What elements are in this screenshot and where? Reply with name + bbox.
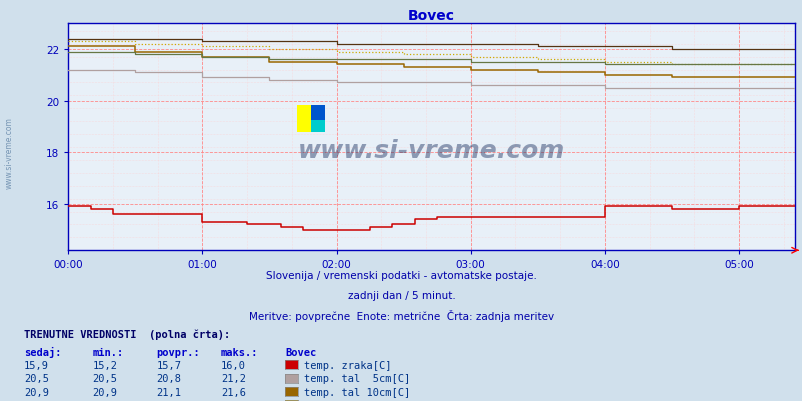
Text: www.si-vreme.com: www.si-vreme.com xyxy=(298,139,565,163)
Text: 20,8: 20,8 xyxy=(156,373,181,383)
Text: zadnji dan / 5 minut.: zadnji dan / 5 minut. xyxy=(347,291,455,301)
Text: 15,7: 15,7 xyxy=(156,360,181,370)
Text: Bovec: Bovec xyxy=(285,347,316,357)
Text: -nan: -nan xyxy=(92,400,117,401)
Text: 20,9: 20,9 xyxy=(92,387,117,397)
Text: 15,2: 15,2 xyxy=(92,360,117,370)
Text: temp. tal 10cm[C]: temp. tal 10cm[C] xyxy=(304,387,410,397)
Text: sedaj:: sedaj: xyxy=(24,346,62,357)
Text: povpr.:: povpr.: xyxy=(156,347,200,357)
Text: -nan: -nan xyxy=(24,400,49,401)
Text: temp. tal  5cm[C]: temp. tal 5cm[C] xyxy=(304,373,410,383)
Text: -nan: -nan xyxy=(221,400,245,401)
Text: Slovenija / vremenski podatki - avtomatske postaje.: Slovenija / vremenski podatki - avtomats… xyxy=(265,271,537,281)
Title: Bovec: Bovec xyxy=(407,9,455,23)
Text: 15,9: 15,9 xyxy=(24,360,49,370)
Text: 21,1: 21,1 xyxy=(156,387,181,397)
Text: Meritve: povprečne  Enote: metrične  Črta: zadnja meritev: Meritve: povprečne Enote: metrične Črta:… xyxy=(249,309,553,321)
Text: TRENUTNE VREDNOSTI  (polna črta):: TRENUTNE VREDNOSTI (polna črta): xyxy=(24,329,230,340)
Text: temp. zraka[C]: temp. zraka[C] xyxy=(304,360,391,370)
Text: 21,6: 21,6 xyxy=(221,387,245,397)
Text: 21,2: 21,2 xyxy=(221,373,245,383)
Text: www.si-vreme.com: www.si-vreme.com xyxy=(5,117,14,188)
Text: 20,5: 20,5 xyxy=(92,373,117,383)
Text: temp. tal 20cm[C]: temp. tal 20cm[C] xyxy=(304,400,410,401)
Text: min.:: min.: xyxy=(92,347,124,357)
Text: 20,9: 20,9 xyxy=(24,387,49,397)
Text: -nan: -nan xyxy=(156,400,181,401)
Text: 20,5: 20,5 xyxy=(24,373,49,383)
Text: maks.:: maks.: xyxy=(221,347,258,357)
Text: 16,0: 16,0 xyxy=(221,360,245,370)
